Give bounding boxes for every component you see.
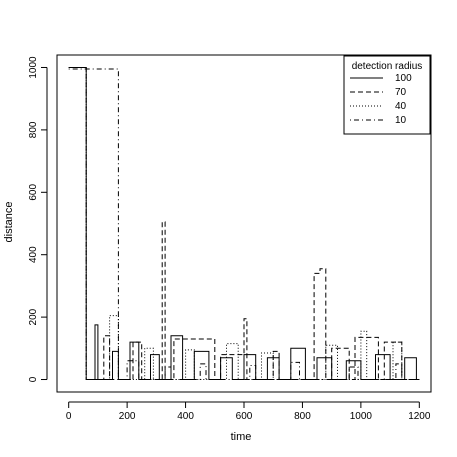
y-axis-label: distance (3, 202, 15, 243)
y-axis: 0 200 400 600 800 1000 (28, 56, 48, 382)
x-tick-label: 200 (119, 411, 136, 422)
x-tick-label: 1000 (350, 411, 373, 422)
x-axis: 0 200 400 600 800 1000 1200 (66, 401, 431, 422)
x-tick-label: 0 (66, 411, 72, 422)
plot-frame (56, 54, 432, 393)
x-axis-label: time (231, 431, 252, 443)
y-tick-label: 200 (28, 308, 39, 325)
series-layer (68, 67, 420, 380)
legend-label: 10 (395, 115, 407, 126)
legend: detection radius 100 70 40 10 (343, 55, 431, 135)
legend-box (343, 55, 431, 135)
x-tick-label: 400 (177, 411, 194, 422)
y-tick-label: 600 (28, 184, 39, 201)
y-tick-label: 400 (28, 246, 39, 263)
y-tick-label: 1000 (28, 56, 39, 79)
x-tick-label: 1200 (408, 411, 431, 422)
legend-title: detection radius (352, 61, 423, 72)
y-tick-label: 0 (28, 376, 39, 382)
series-line-10 (68, 68, 420, 380)
y-tick-label: 800 (28, 121, 39, 138)
legend-label: 70 (395, 87, 407, 98)
legend-label: 100 (395, 73, 412, 84)
legend-label: 40 (395, 101, 407, 112)
x-tick-label: 600 (236, 411, 253, 422)
x-tick-label: 800 (294, 411, 311, 422)
